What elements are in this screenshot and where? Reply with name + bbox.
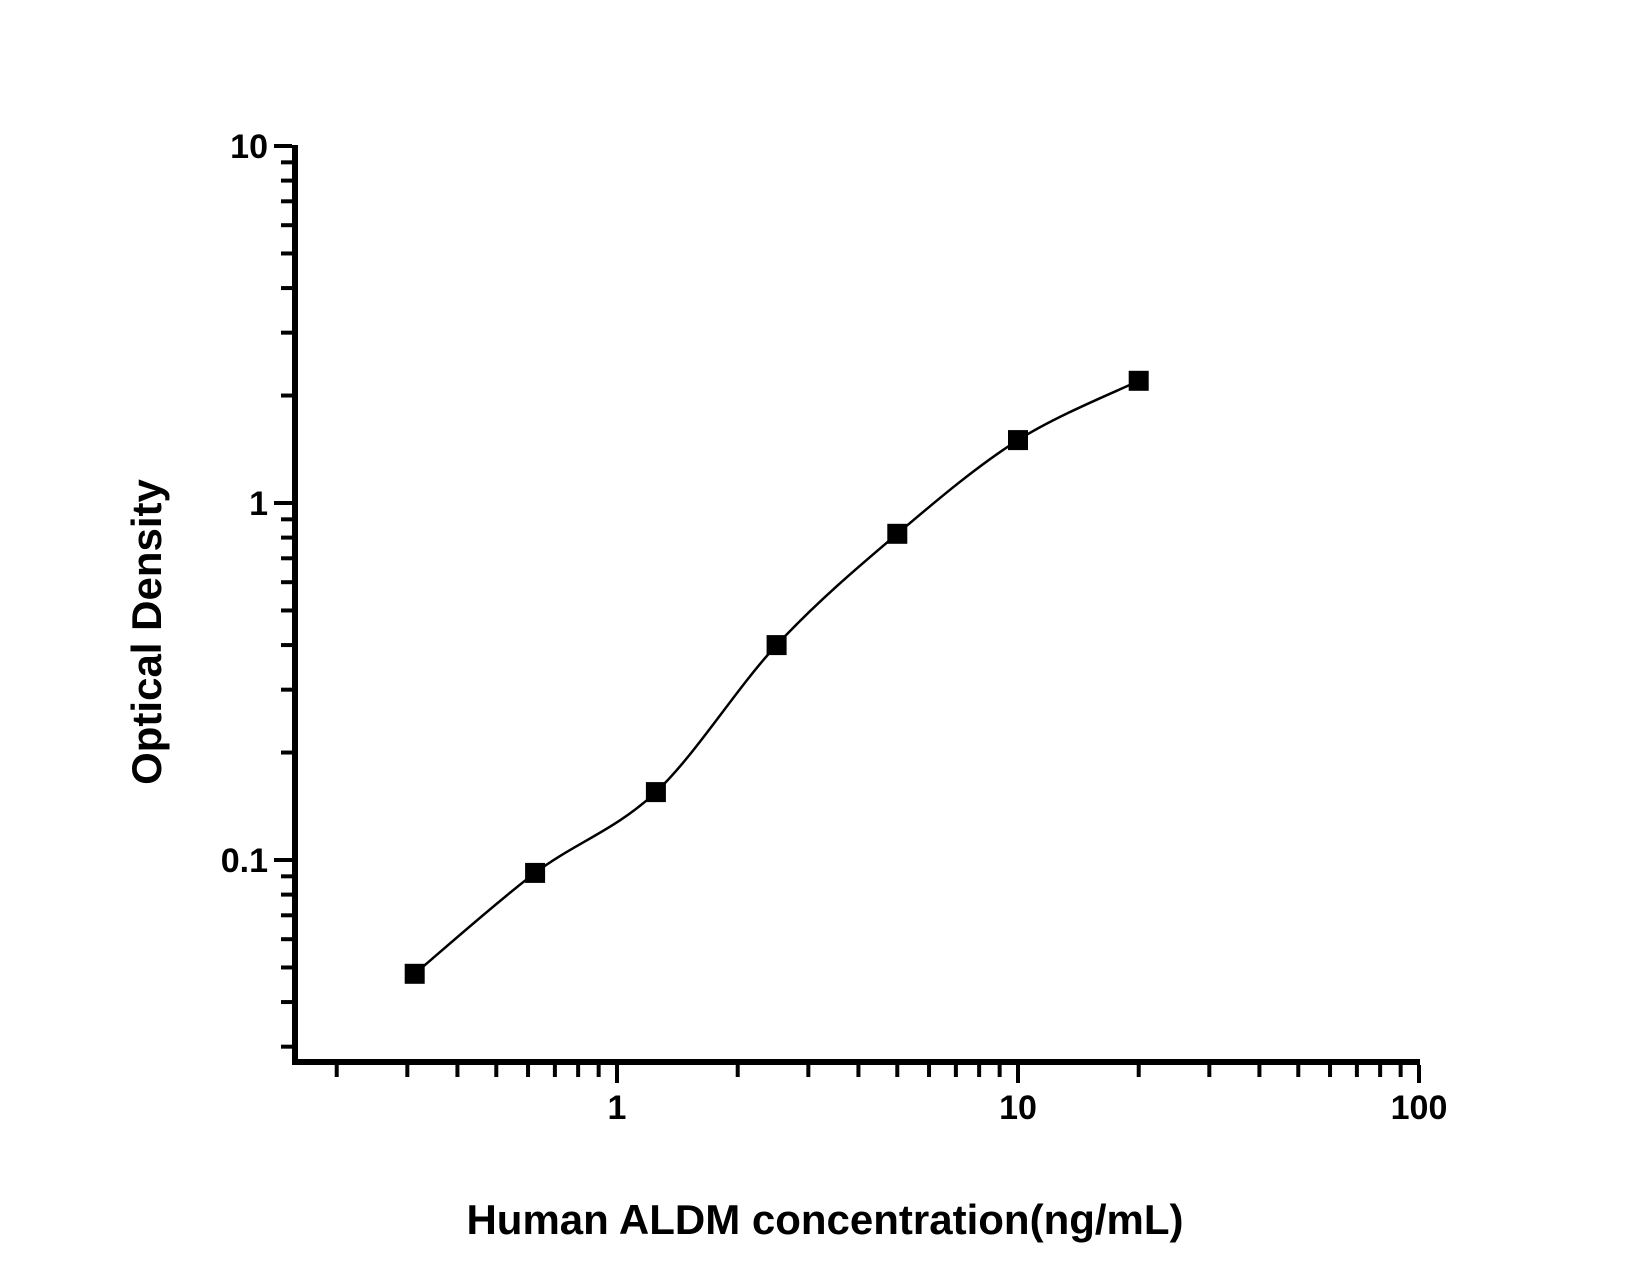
data-point-marker xyxy=(404,963,425,984)
data-point-marker xyxy=(645,782,666,803)
data-point-marker xyxy=(525,862,546,883)
x-tick-label: 100 xyxy=(1391,1089,1448,1127)
data-point-marker xyxy=(1128,370,1149,391)
x-tick-label: 1 xyxy=(608,1089,627,1127)
x-tick-label: 10 xyxy=(999,1089,1037,1127)
y-tick-label: 1 xyxy=(249,485,268,523)
y-tick-label: 10 xyxy=(230,128,268,166)
fit-curve xyxy=(413,379,1140,975)
data-point-marker xyxy=(1008,430,1028,451)
y-tick-label: 0.1 xyxy=(221,842,268,880)
y-axis-title: Optical Density xyxy=(123,479,170,785)
data-point-marker xyxy=(887,523,908,544)
x-axis-title: Human ALDM concentration(ng/mL) xyxy=(466,1196,1184,1243)
data-point-marker xyxy=(766,635,787,656)
